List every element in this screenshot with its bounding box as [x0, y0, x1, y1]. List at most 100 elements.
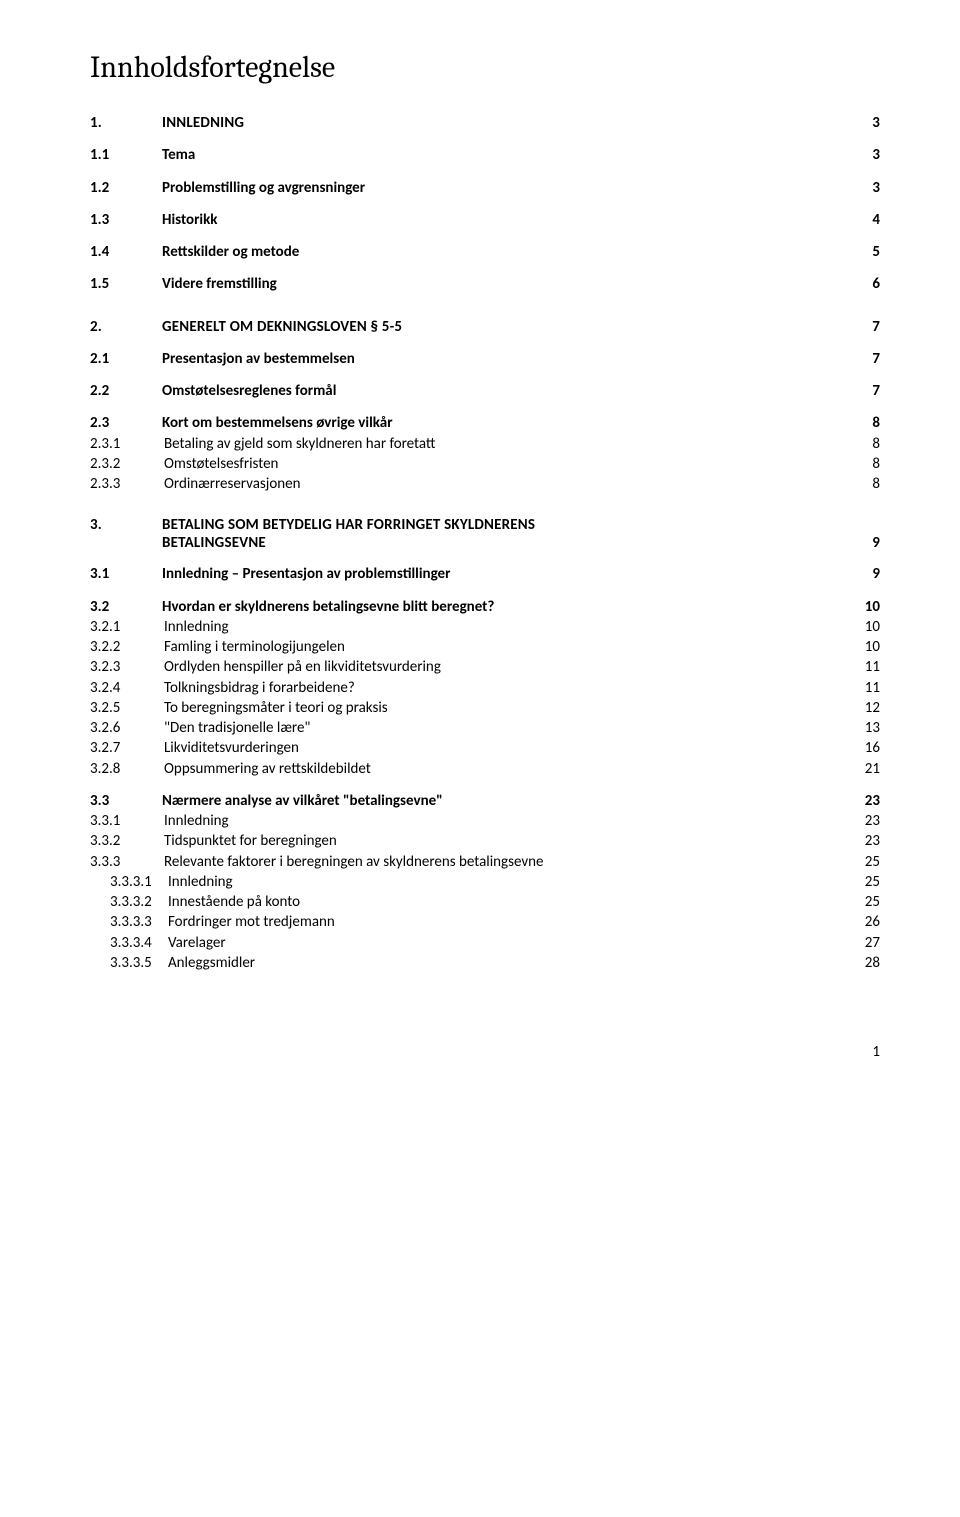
toc-page: 16 [840, 738, 880, 758]
toc-page: 8 [840, 474, 880, 494]
toc-text: Omstøtelsesreglenes formål [162, 382, 336, 400]
toc-num: 3.2.2 [90, 637, 164, 657]
toc-text-line2: BETALINGSEVNE [162, 534, 266, 552]
toc-num: 3.2.1 [90, 617, 164, 637]
toc-page: 9 [840, 564, 880, 584]
toc-num: 3.2.4 [90, 678, 164, 698]
toc-num: 3.2.8 [90, 759, 164, 779]
toc-page: 23 [840, 791, 880, 811]
toc-num: 3.3.3 [90, 852, 164, 872]
toc-page: 23 [840, 811, 880, 831]
toc-text: Tolkningsbidrag i forarbeidene? [164, 679, 355, 697]
toc-num: 1.2 [90, 178, 162, 198]
toc-text: Ordlyden henspiller på en likviditetsvur… [164, 658, 441, 676]
toc-page: 11 [840, 657, 880, 677]
toc-item-3-3-1: 3.3.1Innledning 23 [90, 811, 880, 831]
toc-item-3-3-3-1: 3.3.3.1Innledning 25 [90, 872, 880, 892]
toc-page: 3 [840, 113, 880, 133]
toc-num: 3.2.7 [90, 738, 164, 758]
toc-item-3-2-6: 3.2.6"Den tradisjonelle lære" 13 [90, 718, 880, 738]
toc-num: 2.3.3 [90, 474, 164, 494]
toc-page: 25 [840, 892, 880, 912]
toc-text: Innledning [164, 618, 229, 636]
toc-num: 3. [90, 516, 162, 534]
toc-item-3-3-3-5: 3.3.3.5Anleggsmidler 28 [90, 953, 880, 973]
toc-text: Innledning [164, 812, 229, 830]
toc-item-3-3: 3.3Nærmere analyse av vilkåret "betaling… [90, 791, 880, 811]
doc-title: Innholdsfortegnelse [90, 50, 880, 85]
toc-num: 1. [90, 113, 162, 133]
toc-num: 3.2.6 [90, 718, 164, 738]
toc-item-1-5: 1.5Videre fremstilling 6 [90, 274, 880, 294]
toc-num: 3.2.3 [90, 657, 164, 677]
toc-text: Historikk [162, 211, 218, 229]
toc-num: 1.4 [90, 242, 162, 262]
toc-num: 1.5 [90, 274, 162, 294]
page-number: 1 [90, 1043, 880, 1061]
toc-num: 3.2.5 [90, 698, 164, 718]
toc-text: Likviditetsvurderingen [164, 739, 299, 757]
toc-page: 7 [840, 349, 880, 369]
toc-text: Anleggsmidler [168, 954, 255, 972]
toc-item-3-3-3-4: 3.3.3.4Varelager 27 [90, 933, 880, 953]
toc-page: 7 [840, 381, 880, 401]
toc-text-line1: BETALING SOM BETYDELIG HAR FORRINGET SKY… [162, 516, 535, 534]
toc-item-3-2-2: 3.2.2Famling i terminologijungelen 10 [90, 637, 880, 657]
toc-item-3-2-3: 3.2.3Ordlyden henspiller på en likvidite… [90, 657, 880, 677]
toc-page: 23 [840, 831, 880, 851]
toc-text: Videre fremstilling [162, 275, 277, 293]
toc-num: 3.1 [90, 564, 162, 584]
toc-num: 3.2 [90, 597, 162, 617]
toc-text: Tema [162, 146, 195, 164]
toc-item-3-3-2: 3.3.2Tidspunktet for beregningen 23 [90, 831, 880, 851]
toc-num: 3.3.2 [90, 831, 164, 851]
toc-section-3: 3.BETALING SOM BETYDELIG HAR FORRINGET S… [90, 516, 880, 552]
toc-page: 8 [840, 434, 880, 454]
toc-item-1-1: 1.1Tema 3 [90, 145, 880, 165]
toc-num: 2.1 [90, 349, 162, 369]
toc-num: 3.3 [90, 791, 162, 811]
toc-text: Famling i terminologijungelen [164, 638, 345, 656]
toc-item-2-2: 2.2Omstøtelsesreglenes formål 7 [90, 381, 880, 401]
toc-page: 7 [840, 317, 880, 337]
toc-text: Innledning – Presentasjon av problemstil… [162, 565, 450, 583]
toc-text: Relevante faktorer i beregningen av skyl… [164, 853, 543, 871]
toc-page: 25 [840, 872, 880, 892]
toc-page: 10 [840, 617, 880, 637]
toc-item-3-3-3-3: 3.3.3.3Fordringer mot tredjemann 26 [90, 912, 880, 932]
toc-num: 1.3 [90, 210, 162, 230]
toc-text: Betaling av gjeld som skyldneren har for… [164, 435, 435, 453]
toc-page: 27 [840, 933, 880, 953]
toc-item-2-3-1: 2.3.1Betaling av gjeld som skyldneren ha… [90, 434, 880, 454]
toc-num: 3.3.3.5 [110, 953, 168, 973]
toc-text: Hvordan er skyldnerens betalingsevne bli… [162, 598, 494, 616]
toc-text: Rettskilder og metode [162, 243, 299, 261]
toc-page: 13 [840, 718, 880, 738]
toc-num: 2. [90, 317, 162, 337]
toc-item-3-2-4: 3.2.4Tolkningsbidrag i forarbeidene? 11 [90, 678, 880, 698]
toc-num: 3.3.3.4 [110, 933, 168, 953]
toc-num: 3.3.1 [90, 811, 164, 831]
toc-text: Oppsummering av rettskildebildet [164, 760, 371, 778]
toc-item-1-3: 1.3Historikk 4 [90, 210, 880, 230]
toc-text: Varelager [168, 934, 226, 952]
toc-num: 2.3.1 [90, 434, 164, 454]
toc-text: Problemstilling og avgrensninger [162, 179, 365, 197]
toc-item-3-2-5: 3.2.5To beregningsmåter i teori og praks… [90, 698, 880, 718]
toc-num: 2.3.2 [90, 454, 164, 474]
toc-section-2: 2.GENERELT OM DEKNINGSLOVEN § 5-5 7 [90, 317, 880, 337]
toc-text: Omstøtelsesfristen [164, 455, 278, 473]
toc-text: Innestående på konto [168, 893, 300, 911]
toc-text: Presentasjon av bestemmelsen [162, 350, 355, 368]
toc-section-1: 1.INNLEDNING 3 [90, 113, 880, 133]
toc-item-3-3-3: 3.3.3Relevante faktorer i beregningen av… [90, 852, 880, 872]
toc-item-3-2-8: 3.2.8Oppsummering av rettskildebildet 21 [90, 759, 880, 779]
toc-page: 10 [840, 637, 880, 657]
toc-text: Ordinærreservasjonen [164, 475, 301, 493]
toc-item-1-4: 1.4Rettskilder og metode 5 [90, 242, 880, 262]
toc-page: 3 [840, 145, 880, 165]
toc-num: 3.3.3.3 [110, 912, 168, 932]
toc-item-2-3-3: 2.3.3Ordinærreservasjonen 8 [90, 474, 880, 494]
toc-num: 3.3.3.2 [110, 892, 168, 912]
toc-text: Nærmere analyse av vilkåret "betalingsev… [162, 792, 443, 810]
